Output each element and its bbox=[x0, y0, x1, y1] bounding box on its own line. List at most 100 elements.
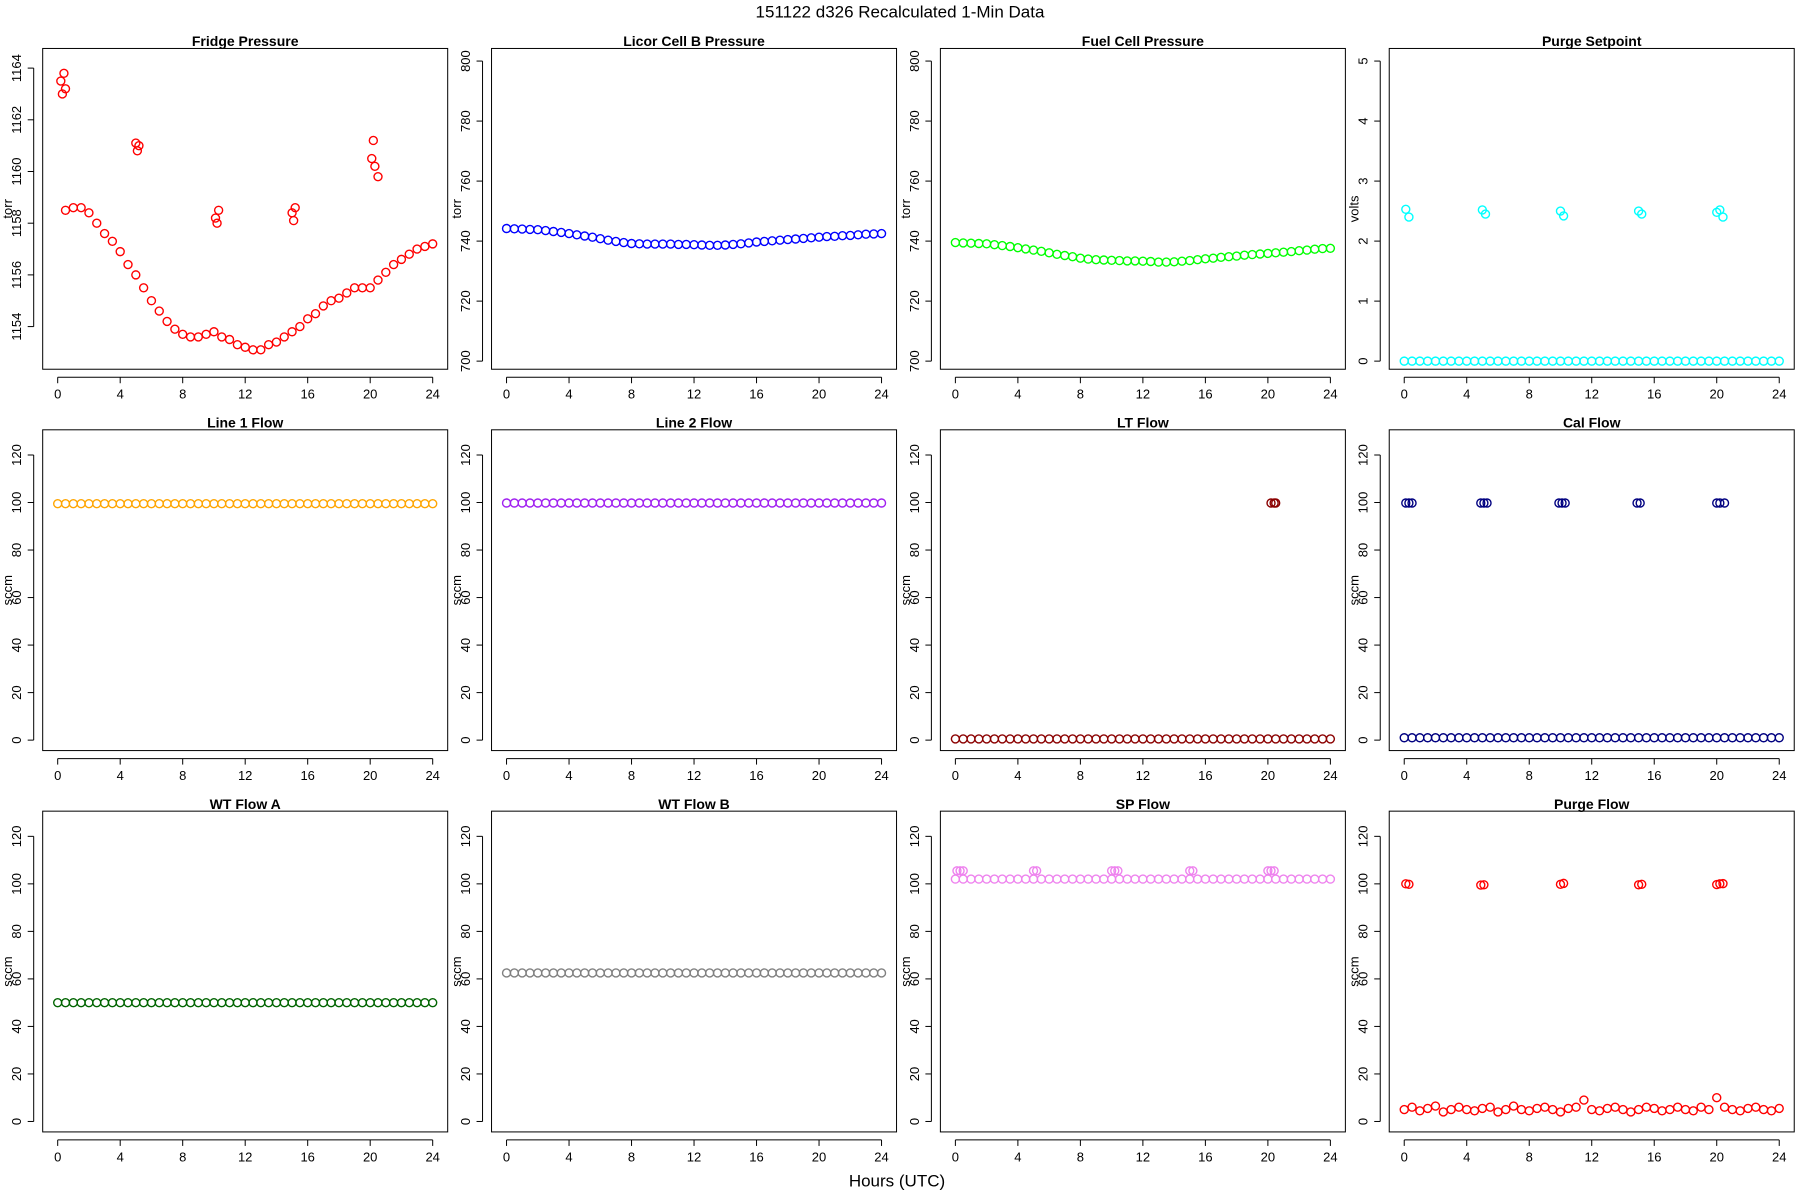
y-tick-label: 20 bbox=[458, 685, 473, 699]
y-tick-label: 120 bbox=[458, 444, 473, 466]
x-axis-label: Hours (UTC) bbox=[849, 1171, 945, 1190]
panel-title: Line 1 Flow bbox=[207, 415, 283, 431]
x-tick-label: 16 bbox=[1198, 1149, 1212, 1164]
x-tick-label: 4 bbox=[565, 768, 572, 783]
x-tick-label: 24 bbox=[1772, 768, 1786, 783]
data-point bbox=[1263, 866, 1273, 876]
data-point bbox=[1555, 1107, 1566, 1117]
y-tick-label: 100 bbox=[907, 492, 922, 514]
data-point bbox=[1579, 1095, 1589, 1105]
data-point bbox=[1401, 204, 1411, 214]
data-point bbox=[365, 283, 375, 293]
y-tick-label: 740 bbox=[458, 230, 473, 252]
data-point bbox=[876, 228, 887, 239]
data-point bbox=[279, 332, 289, 342]
x-tick-label: 20 bbox=[812, 387, 826, 402]
x-tick-label: 0 bbox=[952, 768, 959, 783]
y-tick-label: 60 bbox=[9, 972, 24, 986]
data-point bbox=[1637, 879, 1647, 890]
data-point bbox=[1325, 243, 1336, 254]
y-axis-label: sccm bbox=[0, 956, 15, 986]
y-axis-label: sccm bbox=[1347, 956, 1362, 986]
y-tick-label: 700 bbox=[458, 350, 473, 372]
plot-frame bbox=[939, 810, 1346, 1133]
data-point bbox=[952, 866, 962, 876]
data-point bbox=[134, 140, 144, 151]
y-tick-label: 1162 bbox=[9, 106, 24, 134]
x-tick-label: 12 bbox=[687, 1149, 701, 1164]
data-point bbox=[310, 308, 321, 319]
x-tick-label: 0 bbox=[503, 1149, 510, 1164]
x-tick-label: 4 bbox=[117, 1149, 124, 1164]
data-point bbox=[1188, 866, 1198, 876]
y-tick-label: 1156 bbox=[9, 261, 24, 289]
x-tick-label: 4 bbox=[1014, 768, 1021, 783]
y-tick-label: 40 bbox=[907, 638, 922, 652]
data-point bbox=[1476, 880, 1486, 890]
y-tick-label: 100 bbox=[9, 873, 24, 895]
x-tick-label: 0 bbox=[54, 768, 61, 783]
x-tick-label: 20 bbox=[1261, 387, 1275, 402]
data-point bbox=[404, 249, 414, 259]
plot-frame bbox=[1388, 429, 1795, 752]
data-point bbox=[373, 275, 383, 285]
data-point bbox=[1482, 498, 1492, 508]
plot-frame bbox=[1388, 810, 1795, 1133]
data-point bbox=[60, 84, 71, 94]
data-point bbox=[1718, 212, 1728, 222]
data-point bbox=[209, 327, 219, 337]
y-tick-label: 0 bbox=[458, 737, 473, 744]
x-tick-label: 0 bbox=[54, 387, 61, 402]
data-point bbox=[958, 866, 968, 876]
x-tick-label: 24 bbox=[425, 768, 439, 783]
x-tick-label: 12 bbox=[687, 768, 701, 783]
x-tick-label: 24 bbox=[874, 1149, 888, 1164]
x-tick-label: 8 bbox=[628, 768, 635, 783]
data-point bbox=[290, 202, 300, 213]
x-tick-label: 16 bbox=[1647, 768, 1661, 783]
x-tick-label: 8 bbox=[1077, 387, 1084, 402]
x-tick-label: 8 bbox=[179, 387, 186, 402]
data-point bbox=[1774, 733, 1784, 743]
y-axis-label: volts bbox=[1347, 195, 1362, 222]
data-point bbox=[154, 306, 164, 316]
x-tick-label: 12 bbox=[1136, 1149, 1150, 1164]
plot-area bbox=[950, 498, 1336, 744]
data-point bbox=[212, 218, 222, 228]
data-point bbox=[388, 259, 399, 270]
x-tick-label: 24 bbox=[874, 768, 888, 783]
panel: Purge Flow sccm 0 4 8 12 16 20 24 0 20 40 60 80 100 120 bbox=[1347, 796, 1795, 1164]
data-point bbox=[59, 68, 69, 78]
data-point bbox=[99, 228, 110, 239]
x-tick-label: 8 bbox=[1077, 768, 1084, 783]
plot-area bbox=[501, 968, 887, 978]
x-tick-label: 0 bbox=[952, 1149, 959, 1164]
x-tick-label: 8 bbox=[628, 1149, 635, 1164]
y-tick-label: 80 bbox=[1356, 543, 1371, 557]
y-tick-label: 120 bbox=[458, 825, 473, 847]
y-tick-label: 40 bbox=[458, 1019, 473, 1033]
y-tick-label: 5 bbox=[1356, 57, 1371, 64]
x-tick-label: 4 bbox=[1014, 1149, 1021, 1164]
data-point bbox=[1571, 1102, 1581, 1112]
x-tick-label: 12 bbox=[687, 387, 701, 402]
data-point bbox=[76, 202, 86, 213]
y-tick-label: 1164 bbox=[9, 54, 24, 82]
x-tick-label: 16 bbox=[300, 1149, 314, 1164]
panel: Fridge Pressure torr 0 4 8 12 16 20 24 1154 1156 11… bbox=[0, 33, 449, 402]
y-tick-label: 1154 bbox=[9, 313, 24, 341]
data-point bbox=[210, 213, 221, 223]
x-tick-label: 20 bbox=[1709, 387, 1723, 402]
y-tick-label: 20 bbox=[907, 685, 922, 699]
y-tick-label: 60 bbox=[907, 590, 922, 604]
y-axis-label: sccm bbox=[0, 575, 15, 605]
data-point bbox=[1270, 498, 1281, 508]
y-tick-label: 120 bbox=[1356, 444, 1371, 466]
x-tick-label: 8 bbox=[1077, 1149, 1084, 1164]
data-point bbox=[427, 499, 438, 509]
data-point bbox=[1485, 1102, 1495, 1112]
data-point bbox=[1404, 498, 1414, 508]
plot-area bbox=[56, 68, 438, 355]
